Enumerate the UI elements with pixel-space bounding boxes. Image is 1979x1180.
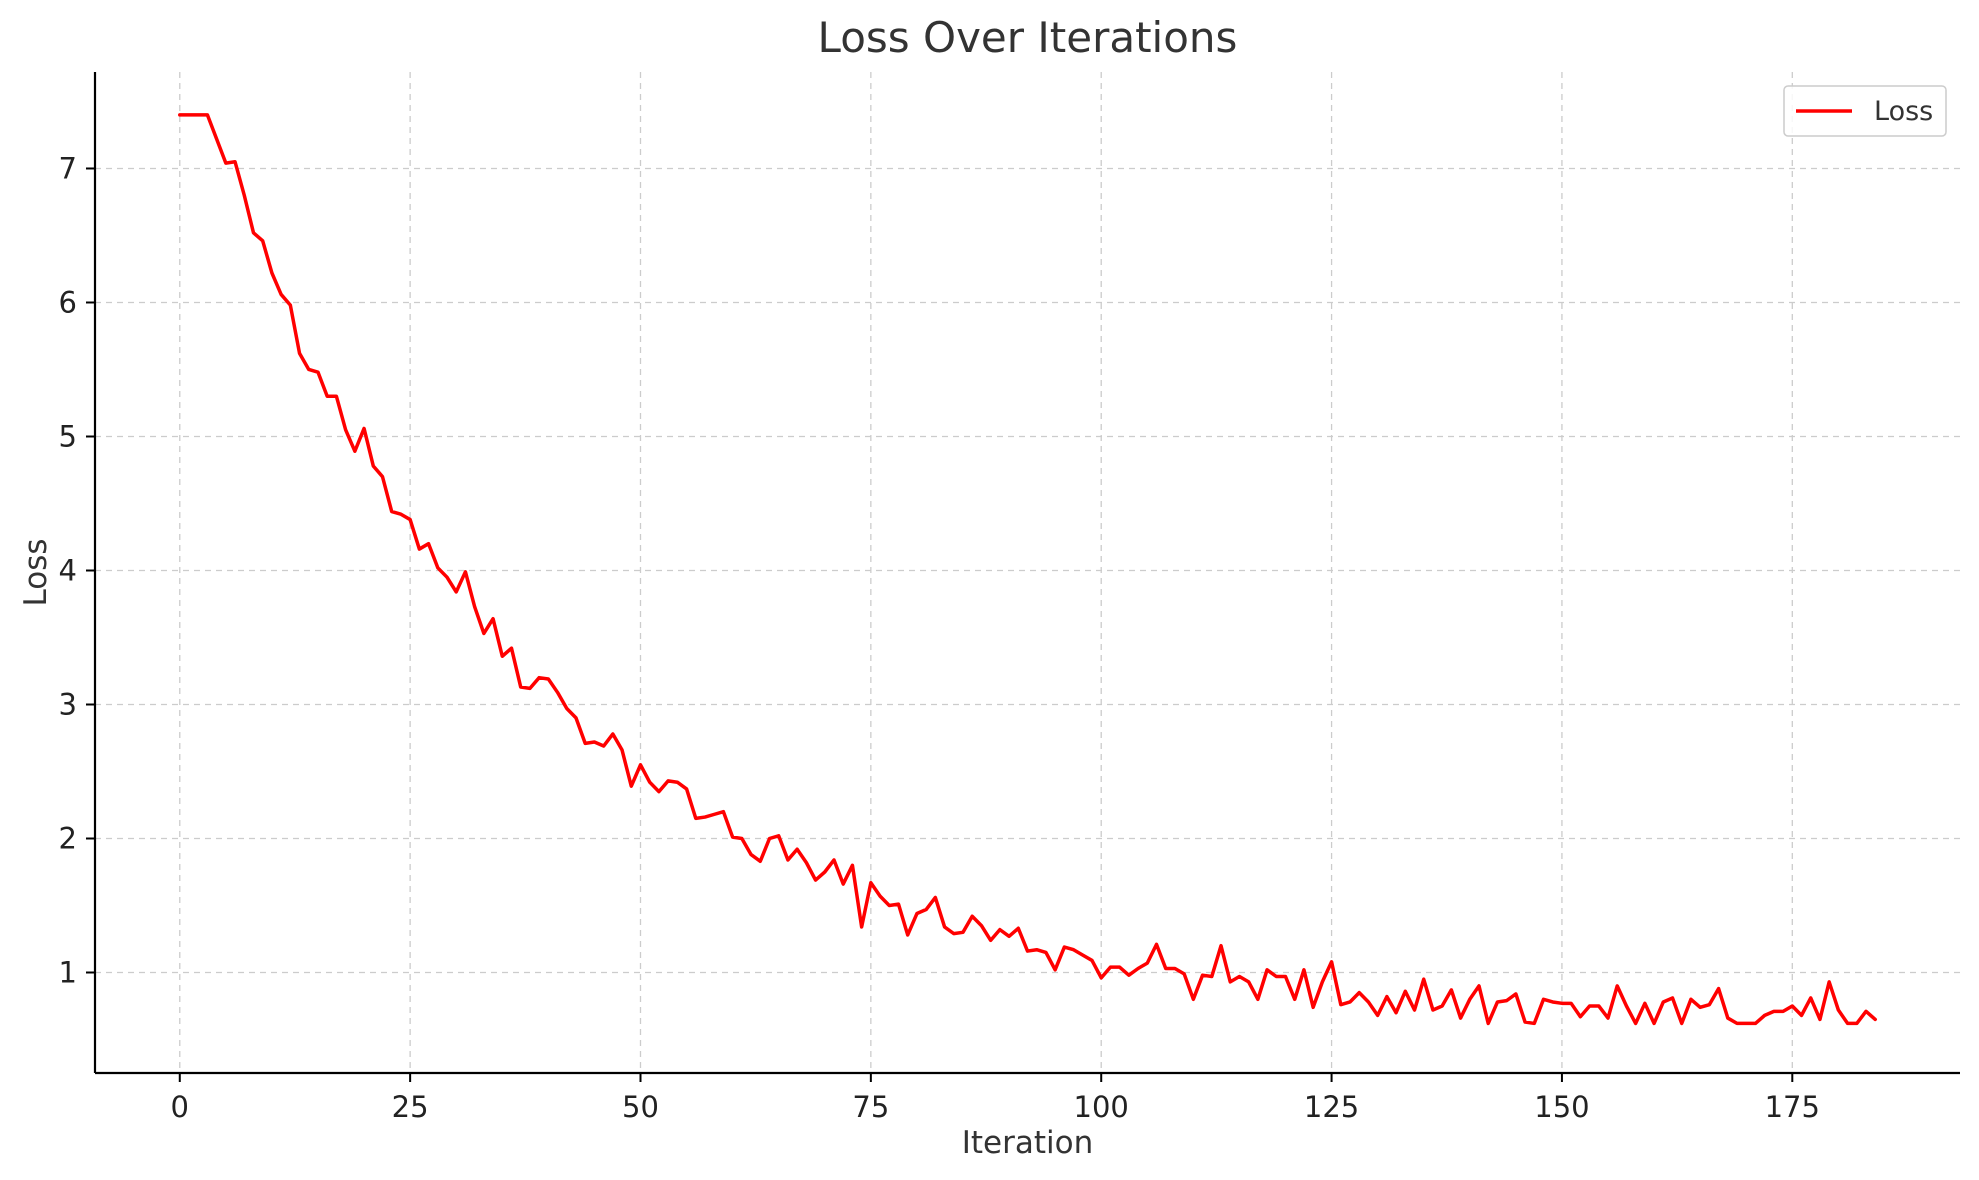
x-tick-label-175: 175 — [1765, 1090, 1820, 1124]
legend-box — [1783, 85, 1947, 137]
y-axis-label: Loss — [18, 539, 54, 607]
legend-label-loss: Loss — [1874, 96, 1933, 127]
x-tick-label-150: 150 — [1534, 1090, 1589, 1124]
chart-title: Loss Over Iterations — [818, 13, 1238, 62]
x-axis-label: Iteration — [962, 1125, 1094, 1161]
y-tick-label-4: 4 — [59, 553, 77, 587]
x-tick-label-25: 25 — [392, 1090, 429, 1124]
legend: Loss — [1783, 85, 1947, 137]
x-tick-label-75: 75 — [852, 1090, 889, 1124]
y-tick-label-1: 1 — [59, 955, 77, 989]
x-axis-ticks: 0 25 50 75 100 125 150 175 — [171, 1073, 1820, 1124]
x-tick-label-125: 125 — [1304, 1090, 1359, 1124]
y-tick-label-7: 7 — [59, 151, 77, 185]
y-tick-label-5: 5 — [59, 419, 77, 453]
x-tick-label-100: 100 — [1074, 1090, 1129, 1124]
y-tick-label-2: 2 — [59, 821, 77, 855]
y-grid-lines — [95, 167, 1960, 974]
series-line-loss — [178, 113, 1877, 1026]
y-tick-label-6: 6 — [59, 285, 77, 319]
y-tick-label-3: 3 — [59, 687, 77, 721]
y-axis-ticks: 1 2 3 4 5 6 7 — [59, 151, 95, 989]
x-tick-label-50: 50 — [622, 1090, 659, 1124]
series-layer — [178, 113, 1877, 1026]
x-grid-lines — [179, 72, 1793, 1073]
x-tick-label-0: 0 — [171, 1090, 189, 1124]
